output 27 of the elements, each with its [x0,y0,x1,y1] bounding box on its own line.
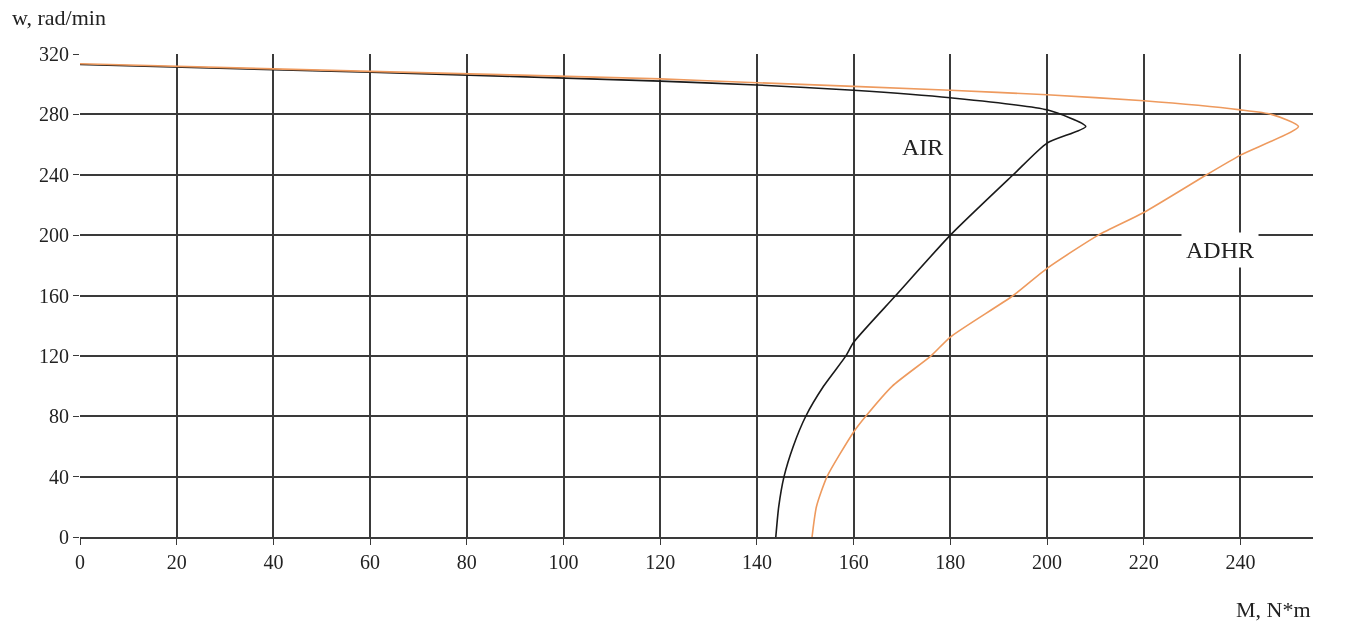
x-tick-label: 20 [166,550,187,573]
x-tick-label: 160 [838,550,869,573]
x-tick-label: 240 [1225,550,1256,573]
x-tick-label: 0 [75,550,85,573]
x-tick-label: 220 [1128,550,1159,573]
x-tick-label: 100 [548,550,579,573]
x-tick-label: 60 [360,550,381,573]
y-tick-label: 240 [39,163,69,186]
series-label: AIR [902,134,944,160]
x-tick-label: 200 [1032,550,1063,573]
y-axis-title: w, rad/min [12,5,106,30]
x-tick-label: 40 [263,550,284,573]
y-tick-label: 280 [39,103,69,126]
x-tick-label: 120 [645,550,676,573]
line-series [80,63,1300,537]
x-tick-label: 80 [456,550,477,573]
x-axis-title: M, N*m [1236,597,1311,622]
y-tick-label: 320 [39,43,69,65]
y-tick-label: 200 [39,224,69,247]
y-tick-label: 120 [39,344,69,367]
y-tick-label: 0 [59,526,69,548]
y-tick-label: 40 [49,465,69,488]
x-tick-label: 140 [741,550,772,573]
y-tick-label: 160 [39,284,69,307]
x-tick-label: 180 [935,550,966,573]
y-tick-label: 80 [49,405,69,428]
series-label: ADHR [1186,237,1255,263]
